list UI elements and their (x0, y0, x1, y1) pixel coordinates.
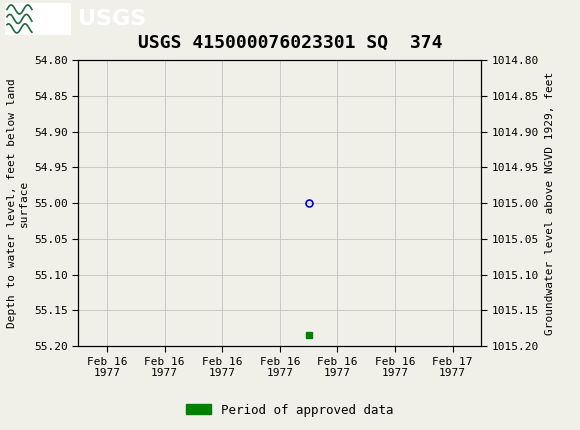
Legend: Period of approved data: Period of approved data (181, 399, 399, 421)
Y-axis label: Depth to water level, feet below land
surface: Depth to water level, feet below land su… (7, 78, 28, 328)
Text: USGS: USGS (78, 9, 147, 29)
Text: USGS 415000076023301 SQ  374: USGS 415000076023301 SQ 374 (138, 34, 442, 52)
Bar (5, 3, 71, 35)
Y-axis label: Groundwater level above NGVD 1929, feet: Groundwater level above NGVD 1929, feet (545, 71, 554, 335)
